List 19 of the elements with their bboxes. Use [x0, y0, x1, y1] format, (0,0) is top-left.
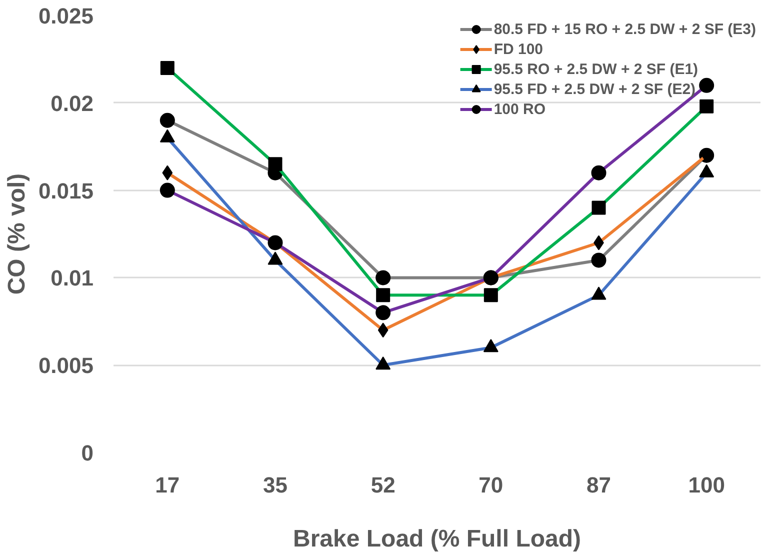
- y-tick-label: 0.02: [50, 90, 94, 116]
- legend-label: 95.5 RO + 2.5 DW + 2 SF (E1): [494, 60, 698, 78]
- x-tick-label: 35: [263, 472, 288, 498]
- x-tick-label: 87: [586, 472, 611, 498]
- x-tick-label: 52: [370, 472, 396, 498]
- y-tick-label: 0: [81, 440, 94, 466]
- legend-label: 80.5 FD + 15 RO + 2.5 DW + 2 SF (E3): [494, 20, 756, 38]
- legend-label: 100 RO: [494, 100, 546, 118]
- x-tick-label: 70: [478, 472, 504, 498]
- x-axis-title: Brake Load (% Full Load): [292, 526, 582, 552]
- y-tick-label: 0.025: [38, 4, 94, 28]
- x-tick-label: 100: [688, 472, 725, 498]
- y-tick-label: 0.015: [38, 178, 94, 204]
- y-axis-title: CO (% vol): [3, 173, 30, 295]
- legend-label: 95.5 FD + 2.5 DW + 2 SF (E2): [494, 80, 696, 98]
- y-tick-label: 0.01: [50, 266, 94, 291]
- y-tick-label: 0.005: [38, 353, 94, 378]
- legend-label: FD 100: [494, 40, 544, 58]
- x-tick-label: 17: [155, 472, 180, 498]
